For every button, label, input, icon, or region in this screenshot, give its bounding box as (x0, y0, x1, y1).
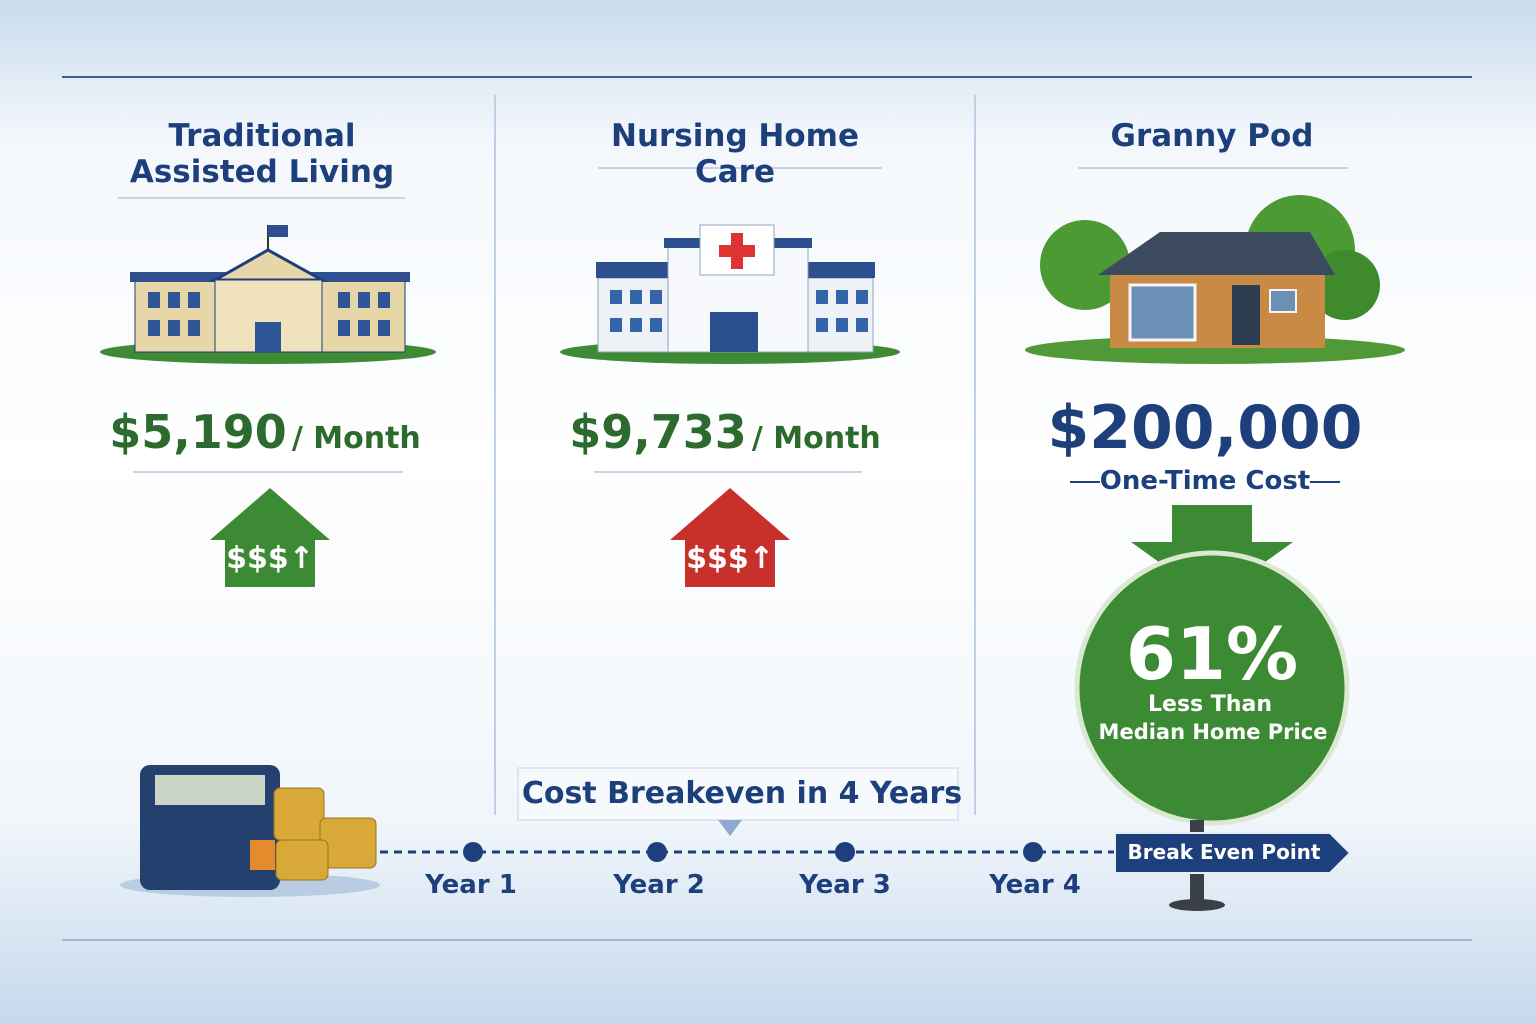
caption: Cost Breakeven in 4 Years (521, 776, 963, 811)
price: $9,733 (569, 405, 747, 459)
percent-caption: Median Home Price (1098, 720, 1328, 744)
caption-box (517, 767, 959, 836)
percent-caption: Less Than (1148, 692, 1272, 717)
cost-badge (210, 488, 330, 587)
pod-note: One-Time Cost (1099, 466, 1311, 496)
pod-price: $200,000 (1047, 393, 1363, 463)
granny-pod-house (1025, 195, 1405, 364)
price-unit: / Month (751, 421, 881, 456)
percent: 61% (1125, 612, 1299, 696)
underlines (118, 167, 1348, 483)
break-even-sign (1114, 820, 1352, 911)
column-title: Nursing Home Care (611, 118, 859, 190)
cost-badge (670, 488, 790, 587)
savings-circle (1074, 550, 1350, 826)
price-row: $5,190 / Month (109, 405, 421, 459)
price-unit: / Month (291, 421, 421, 456)
price: $5,190 (109, 405, 287, 459)
year-label: Year 4 (989, 870, 1081, 900)
year-label: Year 1 (425, 870, 517, 900)
column-title: Traditional Assisted Living (129, 118, 395, 190)
timeline-dots (463, 842, 1043, 862)
badge-label: $$$↑ (686, 541, 774, 576)
year-label: Year 2 (613, 870, 705, 900)
coins (273, 787, 377, 881)
price-row: $9,733 / Month (569, 405, 881, 459)
column-title: Granny Pod (1110, 118, 1314, 154)
badge-label: $$$↑ (226, 541, 314, 576)
sign-label: Break Even Point (1127, 840, 1321, 864)
calculator (120, 765, 380, 897)
year-label: Year 3 (799, 870, 891, 900)
nursing-home-building (560, 224, 900, 364)
assisted-living-building (100, 225, 436, 364)
